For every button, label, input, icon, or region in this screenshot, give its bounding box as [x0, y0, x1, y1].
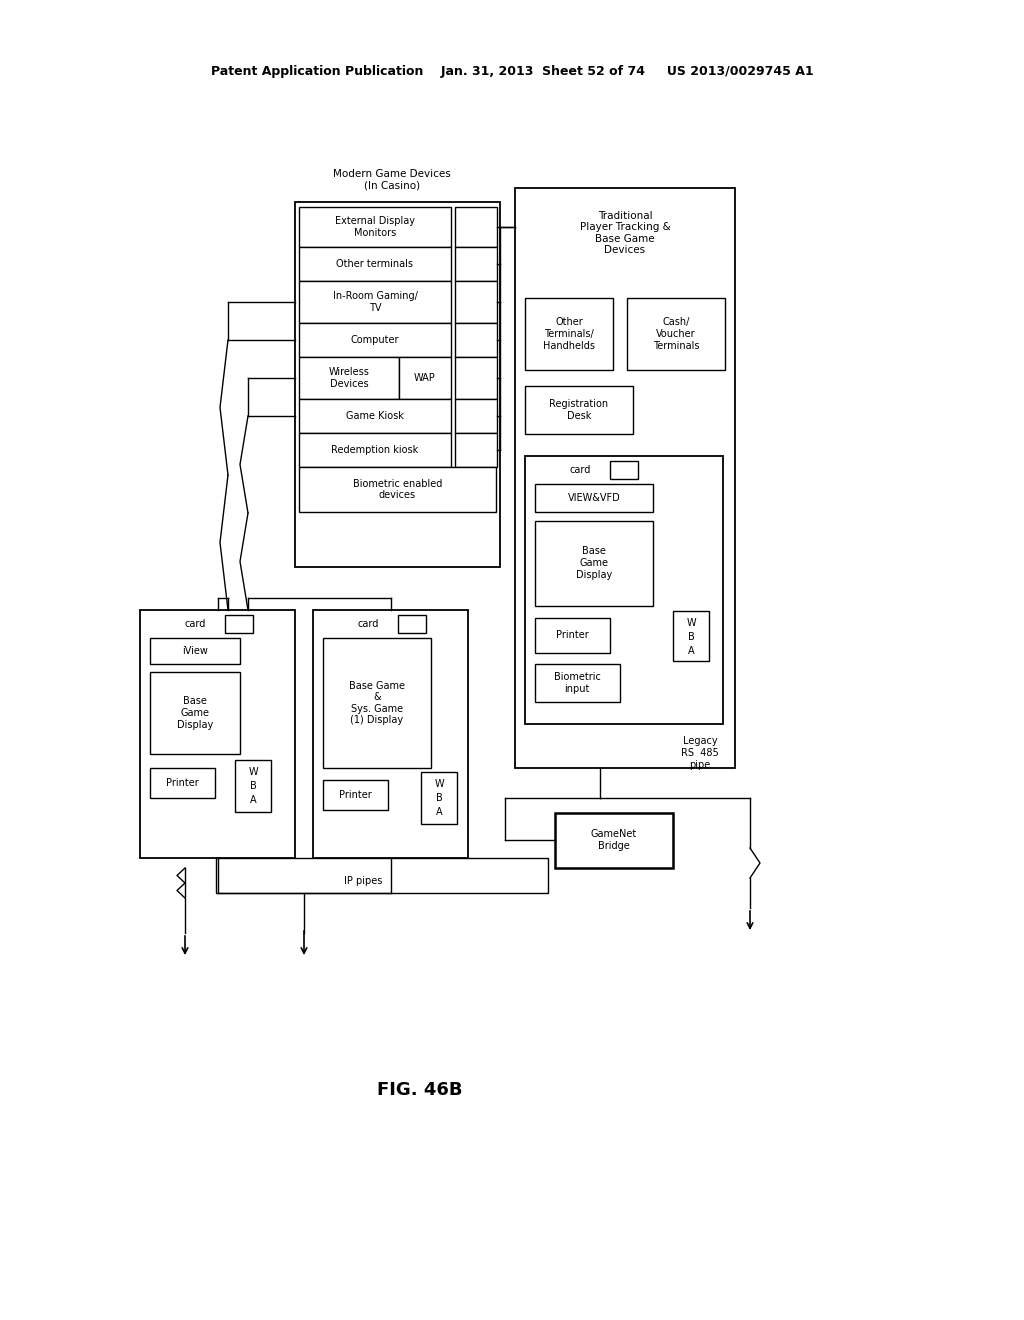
Bar	[535, 484, 653, 512]
Text: Base Game
&
Sys. Game
(1) Display: Base Game & Sys. Game (1) Display	[349, 681, 406, 726]
Text: B: B	[250, 781, 256, 791]
Text: FIG. 46B: FIG. 46B	[377, 1081, 463, 1100]
Bar	[299, 247, 451, 281]
Bar	[535, 618, 610, 653]
Bar	[299, 433, 451, 467]
Text: Other
Terminals/
Handhelds: Other Terminals/ Handhelds	[543, 317, 595, 351]
Text: IP pipes: IP pipes	[344, 876, 382, 886]
Text: Printer: Printer	[556, 630, 589, 640]
Bar	[421, 772, 457, 824]
Bar	[299, 356, 399, 399]
Text: In-Room Gaming/
TV: In-Room Gaming/ TV	[333, 292, 418, 313]
Bar	[150, 768, 215, 799]
Text: External Display
Monitors: External Display Monitors	[335, 216, 415, 238]
Bar	[455, 247, 497, 281]
Bar	[323, 638, 431, 768]
Text: Wireless
Devices: Wireless Devices	[329, 367, 370, 389]
Text: card: card	[357, 619, 379, 630]
Bar	[225, 615, 253, 634]
Bar	[525, 385, 633, 434]
Bar	[299, 323, 451, 356]
Text: card: card	[184, 619, 206, 630]
Bar	[455, 356, 497, 399]
Bar	[673, 611, 709, 661]
Text: Game Kiosk: Game Kiosk	[346, 411, 403, 421]
Text: A: A	[688, 645, 694, 656]
Bar	[455, 399, 497, 433]
Text: Biometric
input: Biometric input	[554, 672, 600, 694]
Bar	[399, 356, 451, 399]
Text: Printer: Printer	[339, 789, 372, 800]
Bar	[525, 455, 723, 723]
Text: W: W	[434, 779, 443, 789]
Text: Base
Game
Display: Base Game Display	[177, 697, 213, 730]
Text: Traditional
Player Tracking &
Base Game
Devices: Traditional Player Tracking & Base Game …	[580, 211, 671, 255]
Bar	[313, 610, 468, 858]
Text: Cash/
Voucher
Terminals: Cash/ Voucher Terminals	[652, 317, 699, 351]
Bar	[299, 207, 451, 247]
Text: Other terminals: Other terminals	[337, 259, 414, 269]
Text: Registration
Desk: Registration Desk	[550, 399, 608, 421]
Bar	[610, 461, 638, 479]
Bar	[150, 672, 240, 754]
Bar	[455, 433, 497, 467]
Bar	[455, 323, 497, 356]
Text: Patent Application Publication    Jan. 31, 2013  Sheet 52 of 74     US 2013/0029: Patent Application Publication Jan. 31, …	[211, 66, 813, 78]
Text: Base
Game
Display: Base Game Display	[575, 546, 612, 579]
Text: B: B	[435, 793, 442, 803]
Text: A: A	[250, 795, 256, 805]
Text: Computer: Computer	[351, 335, 399, 345]
Bar	[555, 813, 673, 869]
Bar	[295, 202, 500, 568]
Text: Printer: Printer	[166, 777, 199, 788]
Bar	[525, 298, 613, 370]
Bar	[215, 858, 548, 894]
Bar	[455, 281, 497, 323]
Bar	[299, 467, 496, 512]
Bar	[535, 664, 620, 702]
Bar	[535, 521, 653, 606]
Bar	[323, 780, 388, 810]
Bar	[140, 610, 295, 858]
Text: Modern Game Devices
(In Casino): Modern Game Devices (In Casino)	[333, 169, 451, 191]
Bar	[299, 281, 451, 323]
Bar	[234, 760, 271, 812]
Bar	[515, 187, 735, 768]
Bar	[299, 399, 451, 433]
Text: W: W	[248, 767, 258, 777]
Text: WAP: WAP	[414, 374, 436, 383]
Text: Redemption kiosk: Redemption kiosk	[332, 445, 419, 455]
Bar	[150, 638, 240, 664]
Text: GameNet
Bridge: GameNet Bridge	[591, 829, 637, 851]
Text: card: card	[569, 465, 591, 475]
Text: VIEW&VFD: VIEW&VFD	[567, 492, 621, 503]
Text: Biometric enabled
devices: Biometric enabled devices	[353, 479, 442, 500]
Bar	[398, 615, 426, 634]
Bar	[455, 207, 497, 247]
Text: iView: iView	[182, 645, 208, 656]
Text: W: W	[686, 618, 696, 628]
Text: Legacy
RS  485
pipe: Legacy RS 485 pipe	[681, 737, 719, 770]
Bar	[627, 298, 725, 370]
Text: A: A	[435, 807, 442, 817]
Text: B: B	[688, 632, 694, 642]
